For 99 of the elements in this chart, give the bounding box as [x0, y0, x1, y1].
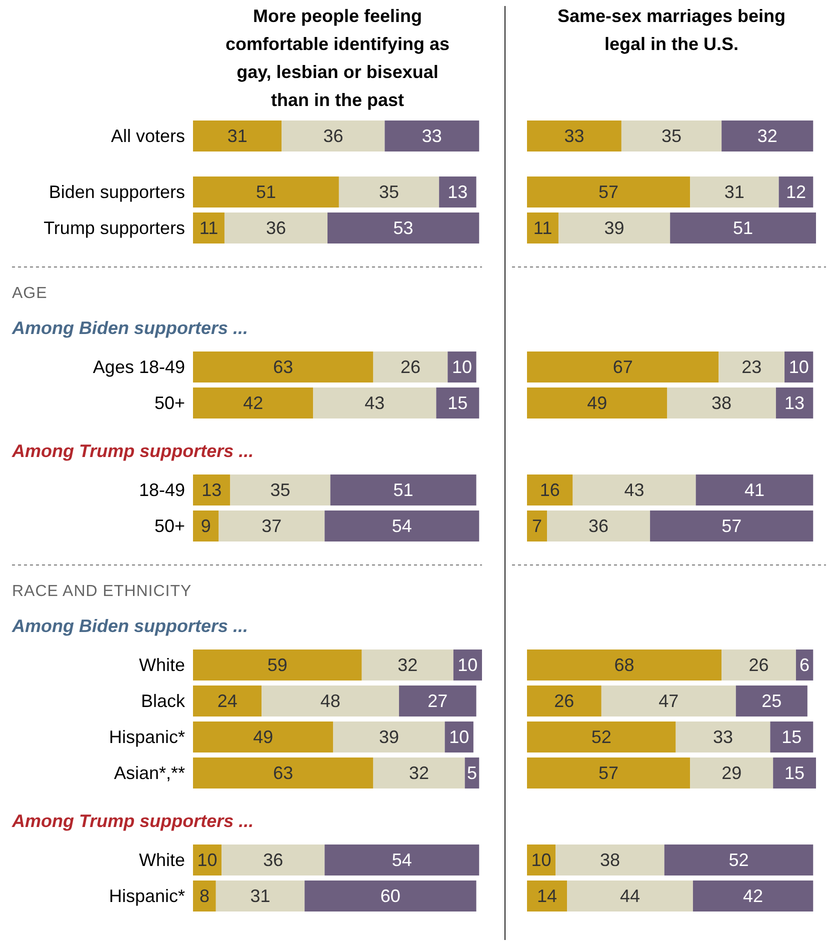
- data-label: 63: [273, 763, 294, 783]
- data-label: 14: [537, 886, 558, 906]
- data-label: 31: [724, 182, 744, 202]
- annotation: Among Trump supporters ...: [11, 811, 254, 831]
- data-label: 37: [262, 516, 282, 536]
- data-label: 24: [217, 691, 238, 711]
- y-tick-label: All voters: [110, 126, 185, 146]
- data-label: 60: [380, 886, 400, 906]
- data-label: 47: [658, 691, 679, 711]
- data-label: 32: [409, 763, 430, 783]
- data-label: 31: [250, 886, 270, 906]
- y-tick-label: Black: [140, 691, 186, 711]
- data-label: 11: [533, 218, 552, 238]
- data-label: 16: [540, 480, 560, 500]
- data-label: 36: [263, 850, 284, 870]
- data-label: 33: [422, 126, 442, 146]
- data-label: 9: [200, 516, 211, 536]
- data-label: 32: [757, 126, 778, 146]
- data-label: 8: [199, 886, 210, 906]
- data-label: 33: [712, 727, 734, 747]
- data-label: 42: [743, 886, 764, 906]
- y-tick-label: Hispanic*: [108, 886, 185, 906]
- data-label: 38: [712, 393, 732, 413]
- annotation: Among Biden supporters ...: [11, 616, 248, 636]
- data-label: 5: [466, 763, 477, 783]
- data-label: 10: [458, 655, 478, 675]
- data-label: 43: [364, 393, 385, 413]
- data-label: 51: [393, 480, 414, 500]
- y-tick-label: White: [138, 655, 185, 675]
- chart-title: More people feeling comfortable identifying as gay, lesbian or bisexual than in the past: [225, 6, 450, 110]
- data-label: 10: [788, 357, 809, 377]
- y-tick-label: White: [138, 850, 185, 870]
- data-label: 11: [199, 218, 218, 238]
- data-label: 26: [400, 357, 420, 377]
- data-label: 43: [624, 480, 644, 500]
- data-label: 57: [598, 763, 619, 783]
- y-tick-label: 50+: [154, 393, 185, 413]
- data-label: 13: [448, 182, 468, 202]
- chart-title: Same-sex marriages being legal in the U.S.: [557, 6, 786, 54]
- data-label: 49: [587, 393, 608, 413]
- data-label: 52: [591, 727, 612, 747]
- data-label: 10: [452, 357, 472, 377]
- text: AGE: [12, 285, 48, 302]
- data-label: 12: [786, 182, 806, 202]
- data-label: 26: [748, 655, 769, 675]
- data-label: 42: [243, 393, 264, 413]
- data-label: 23: [742, 357, 762, 377]
- y-tick-label: 18-49: [138, 480, 185, 500]
- data-label: 33: [564, 126, 584, 146]
- data-label: 36: [323, 126, 344, 146]
- data-label: 41: [744, 480, 764, 500]
- data-label: 44: [620, 886, 640, 906]
- data-label: 38: [600, 850, 620, 870]
- data-label: 54: [392, 850, 412, 870]
- text: RACE AND ETHNICITY: [12, 583, 192, 600]
- data-label: 51: [256, 182, 276, 202]
- data-label: 63: [273, 357, 294, 377]
- data-label: 57: [598, 182, 619, 202]
- data-label: 59: [267, 655, 288, 675]
- data-label: 10: [449, 727, 470, 747]
- data-label: 15: [782, 727, 802, 747]
- data-label: 39: [604, 218, 624, 238]
- data-label: 67: [612, 357, 633, 377]
- y-tick-label: Biden supporters: [48, 182, 185, 202]
- data-label: 10: [531, 850, 552, 870]
- data-label: 53: [393, 218, 414, 238]
- data-label: 13: [784, 393, 805, 413]
- data-label: 29: [722, 763, 742, 783]
- data-label: 13: [202, 480, 222, 500]
- data-label: 15: [448, 393, 468, 413]
- y-tick-label: Trump supporters: [44, 218, 185, 238]
- data-label: 15: [784, 763, 805, 783]
- y-tick-label: Hispanic*: [108, 727, 185, 747]
- data-label: 35: [270, 480, 290, 500]
- data-label: 6: [800, 655, 810, 675]
- data-label: 48: [320, 691, 340, 711]
- annotation: Among Trump supporters ...: [11, 441, 254, 461]
- data-label: 31: [227, 126, 248, 146]
- data-label: 54: [392, 516, 412, 536]
- data-label: 52: [728, 850, 749, 870]
- data-label: 27: [428, 691, 448, 711]
- data-label: 26: [554, 691, 574, 711]
- data-label: 57: [722, 516, 742, 536]
- data-label: 49: [253, 727, 274, 747]
- data-label: 36: [588, 516, 609, 536]
- data-label: 10: [197, 850, 218, 870]
- data-label: 35: [378, 182, 400, 202]
- data-label: 68: [614, 655, 634, 675]
- annotation: Among Biden supporters ...: [11, 318, 248, 338]
- y-tick-label: Asian*,**: [114, 763, 185, 783]
- data-label: 25: [762, 691, 782, 711]
- data-label: 51: [733, 218, 754, 238]
- data-label: 39: [378, 727, 400, 747]
- data-label: 32: [398, 655, 418, 675]
- data-label: 36: [266, 218, 286, 238]
- data-label: 7: [532, 516, 542, 536]
- y-tick-label: 50+: [154, 516, 185, 536]
- data-label: 35: [661, 126, 682, 146]
- y-tick-label: Ages 18-49: [92, 357, 185, 377]
